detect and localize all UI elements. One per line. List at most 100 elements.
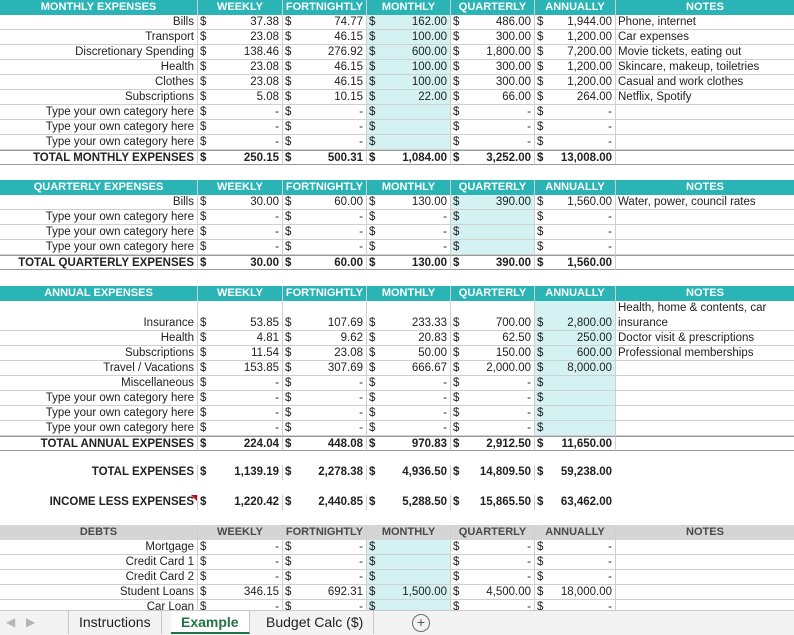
value-cell[interactable]: 3,252.00 [462, 150, 534, 165]
value-cell[interactable]: 300.00 [462, 60, 534, 75]
row-label[interactable]: Clothes [0, 75, 197, 90]
value-cell[interactable]: - [378, 421, 450, 436]
value-cell[interactable]: 15,865.50 [479, 496, 531, 508]
value-cell[interactable]: 600.00 [378, 45, 450, 60]
value-cell[interactable] [378, 105, 450, 120]
value-cell[interactable]: 130.00 [378, 195, 450, 210]
value-cell[interactable]: - [462, 135, 534, 150]
value-cell[interactable]: - [294, 225, 366, 240]
value-cell[interactable]: 23.08 [209, 60, 282, 75]
row-label[interactable]: Mortgage [0, 540, 197, 555]
value-cell[interactable]: - [378, 376, 450, 391]
value-cell[interactable]: - [462, 391, 534, 406]
value-cell[interactable] [462, 210, 534, 225]
notes-cell[interactable]: Professional memberships [615, 346, 794, 361]
value-cell[interactable]: 53.85 [209, 301, 282, 331]
value-cell[interactable] [378, 540, 450, 555]
value-cell[interactable]: - [546, 135, 615, 150]
row-label[interactable]: Insurance [0, 301, 197, 331]
value-cell[interactable]: - [209, 376, 282, 391]
row-label[interactable]: TOTAL ANNUAL EXPENSES [0, 436, 197, 451]
value-cell[interactable]: - [546, 210, 615, 225]
row-label[interactable]: INCOME LESS EXPENSES [0, 495, 197, 510]
value-cell[interactable]: 63,462.00 [560, 496, 612, 508]
row-label[interactable]: Subscriptions [0, 346, 197, 361]
value-cell[interactable]: 11,650.00 [546, 436, 615, 451]
notes-cell[interactable]: Car expenses [615, 30, 794, 45]
value-cell[interactable]: - [294, 376, 366, 391]
tab-example[interactable]: Example [171, 611, 250, 634]
notes-cell[interactable]: Water, power, council rates [615, 195, 794, 210]
value-cell[interactable]: - [209, 555, 282, 570]
value-cell[interactable] [546, 391, 615, 406]
value-cell[interactable]: - [294, 391, 366, 406]
value-cell[interactable]: 66.00 [462, 90, 534, 105]
notes-cell[interactable] [615, 361, 794, 376]
value-cell[interactable]: 138.46 [209, 45, 282, 60]
value-cell[interactable]: - [209, 406, 282, 421]
value-cell[interactable]: 23.08 [294, 346, 366, 361]
value-cell[interactable]: 20.83 [378, 331, 450, 346]
value-cell[interactable]: 276.92 [294, 45, 366, 60]
row-label[interactable]: Discretionary Spending [0, 45, 197, 60]
notes-cell[interactable] [615, 210, 794, 225]
value-cell[interactable]: 486.00 [462, 15, 534, 30]
notes-cell[interactable] [615, 540, 794, 555]
value-cell[interactable]: 233.33 [378, 301, 450, 331]
value-cell[interactable]: - [462, 376, 534, 391]
value-cell[interactable]: 46.15 [294, 75, 366, 90]
value-cell[interactable]: - [546, 600, 615, 610]
row-label[interactable]: Type your own category here [0, 391, 197, 406]
value-cell[interactable]: 23.08 [209, 75, 282, 90]
notes-cell[interactable]: Casual and work clothes [615, 75, 794, 90]
row-label[interactable]: Health [0, 60, 197, 75]
value-cell[interactable] [378, 570, 450, 585]
value-cell[interactable] [378, 135, 450, 150]
notes-cell[interactable] [615, 555, 794, 570]
value-cell[interactable]: - [294, 210, 366, 225]
row-label[interactable]: Type your own category here [0, 225, 197, 240]
value-cell[interactable]: 60.00 [294, 195, 366, 210]
value-cell[interactable]: 4,500.00 [462, 585, 534, 600]
value-cell[interactable]: 1,200.00 [546, 75, 615, 90]
scroll-tabs-right-icon[interactable]: ▶ [26, 615, 36, 629]
value-cell[interactable]: - [462, 600, 534, 610]
value-cell[interactable]: 390.00 [462, 255, 534, 270]
value-cell[interactable] [546, 376, 615, 391]
value-cell[interactable]: - [209, 391, 282, 406]
value-cell[interactable] [378, 120, 450, 135]
value-cell[interactable]: 1,560.00 [546, 255, 615, 270]
row-label[interactable]: TOTAL MONTHLY EXPENSES [0, 150, 197, 165]
value-cell[interactable]: - [294, 570, 366, 585]
value-cell[interactable]: 1,139.19 [234, 466, 279, 478]
row-label[interactable]: Transport [0, 30, 197, 45]
row-label[interactable]: Type your own category here [0, 210, 197, 225]
value-cell[interactable]: - [294, 421, 366, 436]
value-cell[interactable]: - [546, 570, 615, 585]
row-label[interactable]: Car Loan [0, 600, 197, 610]
value-cell[interactable]: 46.15 [294, 60, 366, 75]
row-label[interactable]: Health [0, 331, 197, 346]
value-cell[interactable]: 390.00 [462, 195, 534, 210]
tab-instructions[interactable]: Instructions [68, 611, 162, 634]
value-cell[interactable]: - [209, 421, 282, 436]
value-cell[interactable]: 692.31 [294, 585, 366, 600]
value-cell[interactable]: 264.00 [546, 90, 615, 105]
value-cell[interactable]: 11.54 [209, 346, 282, 361]
value-cell[interactable]: - [462, 540, 534, 555]
value-cell[interactable]: 500.31 [294, 150, 366, 165]
value-cell[interactable]: 2,278.38 [318, 466, 363, 478]
value-cell[interactable]: 1,220.42 [234, 496, 279, 508]
value-cell[interactable]: 100.00 [378, 75, 450, 90]
comment-indicator-icon[interactable] [191, 495, 197, 501]
value-cell[interactable]: 162.00 [378, 15, 450, 30]
value-cell[interactable]: 59,238.00 [560, 466, 612, 478]
value-cell[interactable]: - [294, 406, 366, 421]
row-label[interactable]: Credit Card 1 [0, 555, 197, 570]
value-cell[interactable]: 300.00 [462, 30, 534, 45]
notes-cell[interactable] [615, 436, 794, 451]
value-cell[interactable]: - [294, 600, 366, 610]
value-cell[interactable]: - [546, 120, 615, 135]
notes-cell[interactable]: Netflix, Spotify [615, 90, 794, 105]
notes-cell[interactable]: Movie tickets, eating out [615, 45, 794, 60]
